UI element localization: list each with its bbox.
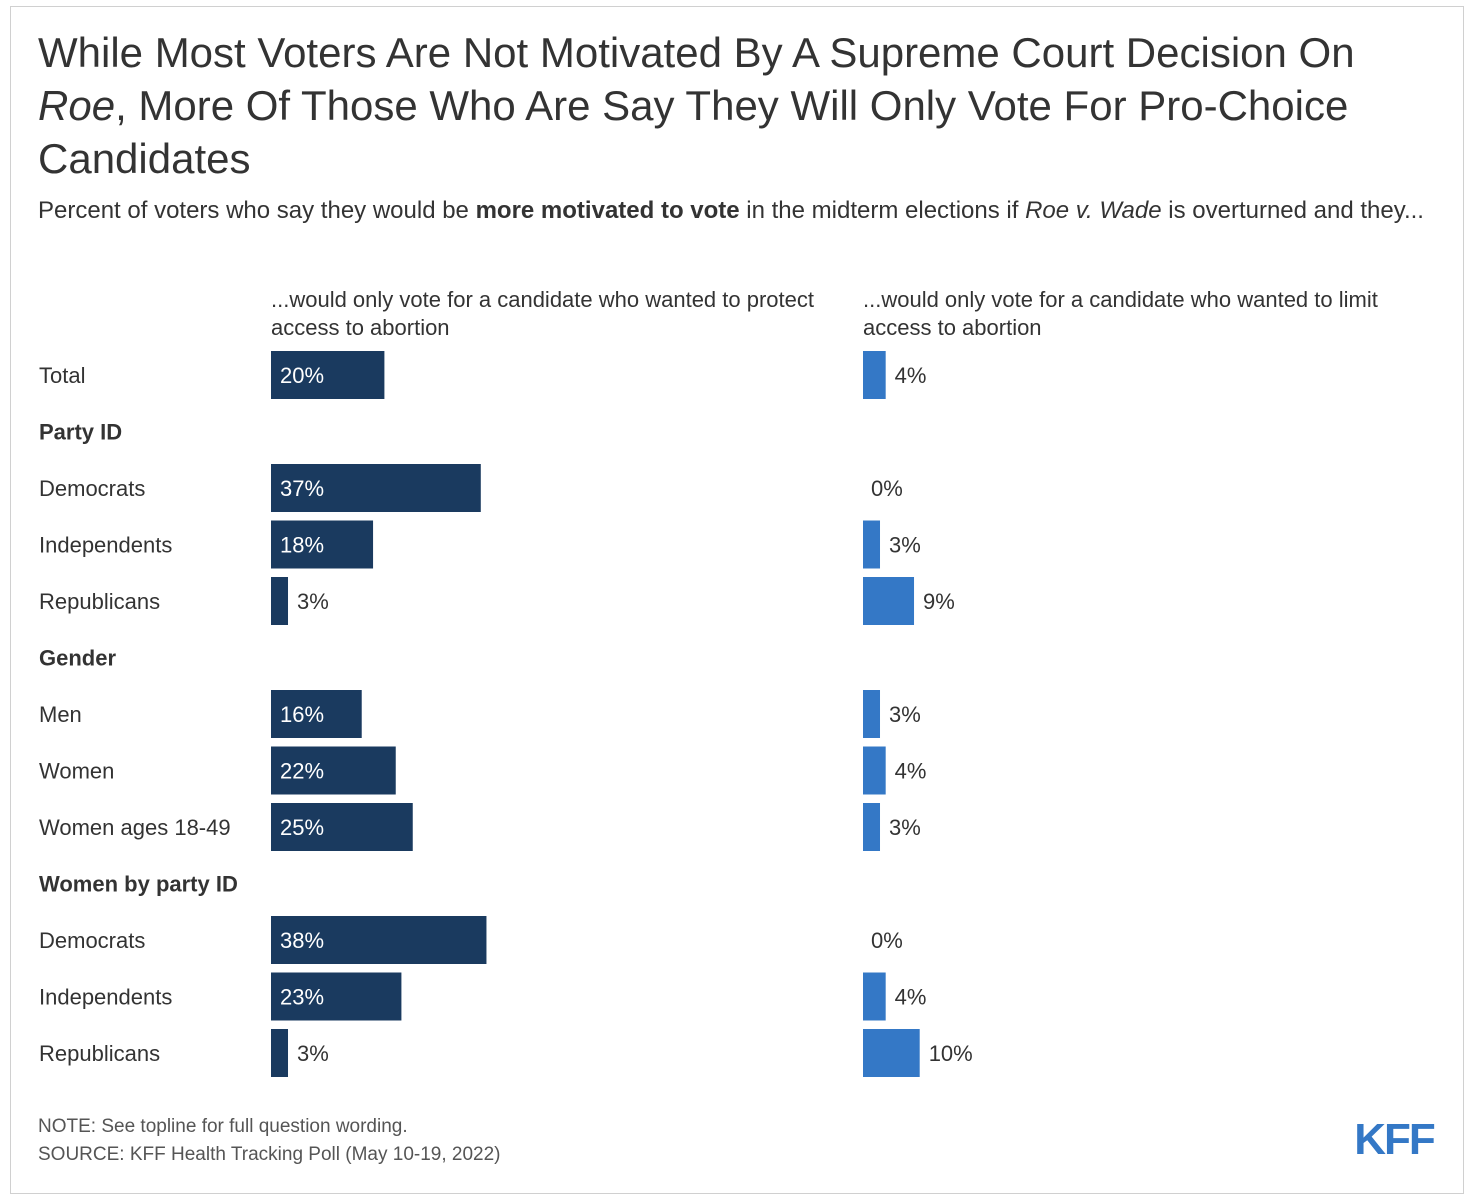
data-label-limit: 10%	[929, 1041, 973, 1066]
kff-logo: KFF	[1354, 1115, 1437, 1164]
group-label: Gender	[39, 646, 116, 671]
kff-logo-text: KFF	[1354, 1115, 1435, 1164]
column-header-protect: ...would only vote for a candidate who w…	[271, 287, 814, 340]
row-label: Total	[39, 363, 85, 388]
data-label-limit: 9%	[923, 589, 955, 614]
data-label-limit: 0%	[871, 476, 903, 501]
title-part: While Most Voters Are Not Motivated By A…	[38, 29, 1355, 76]
chart-subtitle: Percent of voters who say they would be …	[38, 194, 1448, 227]
row-label: Republicans	[39, 589, 160, 614]
data-label-protect: 3%	[297, 1041, 329, 1066]
row-label: Republicans	[39, 1041, 160, 1066]
bar-protect	[271, 690, 362, 738]
data-label-protect: 18%	[280, 533, 324, 558]
bar-limit	[863, 690, 881, 738]
bar-limit	[863, 746, 886, 795]
bar-protect	[271, 746, 396, 795]
group-label: Women by party ID	[39, 872, 238, 897]
data-label-protect: 37%	[280, 476, 324, 501]
bar-protect	[271, 1029, 289, 1077]
bar-limit	[863, 803, 881, 851]
chart-title: While Most Voters Are Not Motivated By A…	[38, 26, 1438, 185]
subtitle-part: is overturned and they...	[1161, 197, 1424, 224]
subtitle-part: in the midterm elections if	[739, 197, 1026, 224]
row-label: Women ages 18-49	[39, 815, 231, 840]
footer-source: SOURCE: KFF Health Tracking Poll (May 10…	[38, 1144, 501, 1165]
row-label: Democrats	[39, 928, 145, 953]
bar-limit	[863, 520, 881, 569]
group-label: Party ID	[39, 420, 122, 445]
row-label: Independents	[39, 533, 172, 558]
data-label-limit: 3%	[889, 702, 921, 727]
data-label-protect: 3%	[297, 589, 329, 614]
data-label-limit: 0%	[871, 928, 903, 953]
bar-protect	[271, 577, 289, 625]
title-part: Roe	[38, 82, 116, 129]
subtitle-part: more motivated to vote	[475, 197, 740, 224]
data-label-protect: 22%	[280, 759, 324, 784]
data-label-protect: 25%	[280, 815, 324, 840]
bar-limit	[863, 351, 886, 399]
bar-protect	[271, 351, 385, 399]
bar-limit	[863, 577, 915, 625]
bar-protect	[271, 803, 413, 851]
data-label-protect: 16%	[280, 702, 324, 727]
row-label: Democrats	[39, 476, 145, 501]
bar-protect	[271, 520, 374, 569]
data-label-limit: 4%	[895, 759, 927, 784]
data-label-protect: 23%	[280, 985, 324, 1010]
data-label-protect: 20%	[280, 363, 324, 388]
bar-limit	[863, 972, 886, 1021]
row-label: Women	[39, 759, 114, 784]
bar-protect	[271, 916, 487, 964]
chart-frame	[10, 6, 1464, 1194]
subtitle-part: Percent of voters who say they would be	[38, 197, 476, 224]
bar-limit	[863, 1029, 920, 1077]
footer-note: NOTE: See topline for full question word…	[38, 1116, 408, 1137]
row-label: Men	[39, 702, 82, 727]
title-part: , More Of Those Who Are Say They Will On…	[38, 82, 1349, 182]
data-label-limit: 4%	[895, 985, 927, 1010]
data-label-limit: 3%	[889, 533, 921, 558]
subtitle-part: Roe v. Wade	[1025, 197, 1162, 224]
chart-footer: NOTE: See topline for full question word…	[38, 1113, 501, 1169]
bar-protect	[271, 972, 402, 1021]
row-label: Independents	[39, 985, 172, 1010]
data-label-limit: 4%	[895, 363, 927, 388]
data-label-protect: 38%	[280, 928, 324, 953]
bar-protect	[271, 464, 481, 512]
data-label-limit: 3%	[889, 815, 921, 840]
column-header-limit: ...would only vote for a candidate who w…	[863, 287, 1378, 340]
